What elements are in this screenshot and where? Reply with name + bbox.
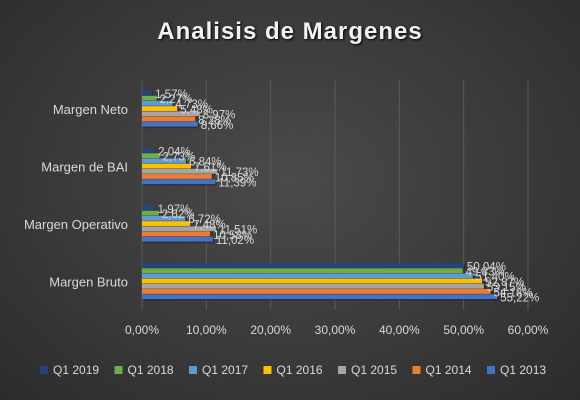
data-label: 11,02% bbox=[216, 235, 254, 247]
data-label: 2,27% bbox=[160, 94, 193, 106]
legend-item[interactable]: Q1 2015 bbox=[338, 363, 397, 377]
x-tick-label: 20,00% bbox=[250, 323, 291, 337]
data-label: 10,85% bbox=[215, 172, 254, 184]
data-label: 55,22% bbox=[500, 292, 539, 304]
data-label: 8,28% bbox=[198, 115, 231, 127]
data-labels: 50,04%49,83%51,40%52,87%53,15%54,18%55,2… bbox=[155, 89, 539, 305]
bar[interactable] bbox=[142, 179, 216, 185]
bars bbox=[142, 90, 498, 300]
data-label: 5,48% bbox=[180, 104, 213, 116]
legend-swatch bbox=[189, 366, 197, 374]
bar[interactable] bbox=[142, 205, 155, 211]
bar[interactable] bbox=[142, 116, 196, 122]
bar[interactable] bbox=[142, 263, 464, 268]
data-label: 11,51% bbox=[219, 225, 257, 237]
bar[interactable] bbox=[142, 283, 484, 289]
bar[interactable] bbox=[142, 153, 160, 159]
legend-swatch bbox=[412, 366, 421, 374]
data-label: 1,57% bbox=[155, 89, 188, 101]
legend-item[interactable]: Q1 2019 bbox=[40, 363, 99, 377]
bar[interactable] bbox=[142, 210, 159, 216]
data-label: 6,72% bbox=[188, 214, 221, 226]
x-tick-label: 0,00% bbox=[125, 323, 159, 337]
legend-swatch bbox=[338, 366, 346, 374]
legend-swatch bbox=[114, 366, 123, 374]
chart-title: Analisis de Margenes bbox=[157, 18, 423, 45]
legend-swatch bbox=[263, 366, 272, 374]
legend-item[interactable]: Q1 2018 bbox=[114, 363, 174, 377]
legend-swatch bbox=[40, 366, 48, 374]
bar[interactable] bbox=[142, 221, 191, 226]
bar[interactable] bbox=[142, 168, 218, 174]
data-label: 52,87% bbox=[485, 277, 524, 289]
data-label: 49,83% bbox=[466, 266, 505, 278]
x-tick-label: 10,00% bbox=[186, 323, 227, 337]
legend-item[interactable]: Q1 2013 bbox=[487, 363, 546, 377]
legend-label: Q1 2015 bbox=[351, 363, 397, 377]
data-label: 2,62% bbox=[162, 209, 195, 221]
data-label: 7,61% bbox=[194, 162, 227, 174]
data-label: 11,73% bbox=[220, 167, 258, 179]
data-label: 10,58% bbox=[213, 230, 252, 242]
legend-label: Q1 2019 bbox=[53, 363, 99, 377]
legend-label: Q1 2018 bbox=[128, 363, 174, 377]
data-label: 51,40% bbox=[476, 272, 515, 284]
bar[interactable] bbox=[142, 236, 213, 242]
data-label: 1,97% bbox=[158, 204, 191, 216]
legend-item[interactable]: Q1 2014 bbox=[412, 363, 472, 377]
legend-swatch bbox=[487, 366, 495, 374]
bar[interactable] bbox=[142, 158, 187, 164]
data-label: 53,15% bbox=[487, 282, 526, 294]
bar[interactable] bbox=[142, 100, 173, 106]
bar[interactable] bbox=[142, 289, 491, 294]
bar[interactable] bbox=[142, 121, 198, 127]
data-label: 2,04% bbox=[158, 146, 191, 158]
legend-label: Q1 2014 bbox=[426, 363, 472, 377]
data-label: 4,73% bbox=[175, 99, 208, 111]
x-tick-label: 30,00% bbox=[315, 323, 356, 337]
bar[interactable] bbox=[142, 268, 463, 274]
bar[interactable] bbox=[142, 106, 178, 111]
bar[interactable] bbox=[142, 226, 217, 232]
legend[interactable]: Q1 2019 Q1 2018 Q1 2017 Q1 2016 Q1 2015 Q1 20… bbox=[40, 363, 546, 377]
bar[interactable] bbox=[142, 90, 153, 96]
x-tick-label: 40,00% bbox=[379, 323, 420, 337]
data-label: 54,18% bbox=[494, 287, 533, 299]
legend-label: Q1 2016 bbox=[277, 363, 323, 377]
bar[interactable] bbox=[142, 111, 200, 117]
x-tick-label: 50,00% bbox=[443, 323, 484, 337]
bar[interactable] bbox=[142, 174, 212, 179]
data-label: 11,39% bbox=[218, 177, 256, 189]
legend-item[interactable]: Q1 2017 bbox=[189, 363, 248, 377]
bar[interactable] bbox=[142, 231, 211, 237]
data-label: 7,48% bbox=[193, 219, 226, 231]
data-label: 8,66% bbox=[201, 120, 234, 132]
data-label: 2,73% bbox=[163, 151, 196, 163]
bar[interactable] bbox=[142, 163, 191, 169]
data-label: 8,97% bbox=[203, 110, 236, 122]
bar[interactable] bbox=[142, 148, 156, 153]
category-label: Margen de BAI bbox=[41, 159, 128, 174]
bar[interactable] bbox=[142, 278, 483, 284]
axes: 0,00% 10,00% 20,00% 30,00% 40,00% 50,00% 60,00… bbox=[24, 102, 549, 337]
category-label: Margen Neto bbox=[53, 102, 128, 117]
data-label: 50,04% bbox=[467, 261, 506, 273]
legend-label: Q1 2013 bbox=[500, 363, 546, 377]
category-label: Margen Bruto bbox=[49, 274, 128, 289]
x-tick-label: 60,00% bbox=[508, 323, 549, 337]
legend-item[interactable]: Q1 2016 bbox=[263, 363, 323, 377]
bar[interactable] bbox=[142, 215, 186, 221]
bar[interactable] bbox=[142, 294, 498, 300]
bar[interactable] bbox=[142, 273, 473, 279]
category-label: Margen Operativo bbox=[24, 217, 128, 232]
legend-label: Q1 2017 bbox=[202, 363, 248, 377]
bar[interactable] bbox=[142, 95, 157, 101]
data-label: 6,84% bbox=[189, 157, 222, 169]
